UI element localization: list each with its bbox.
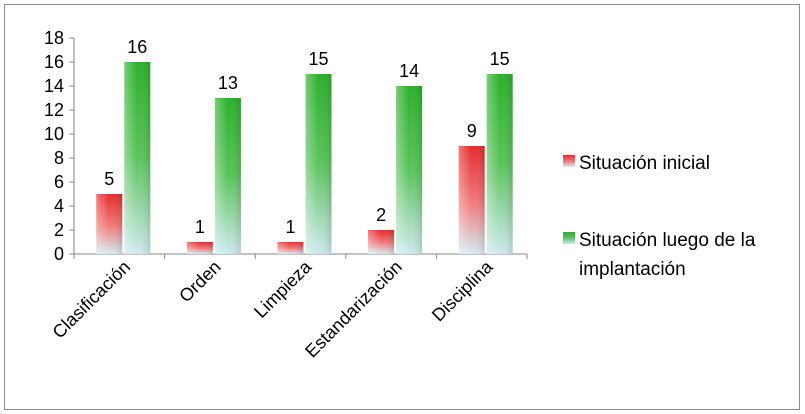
- y-tick-label: 8: [54, 148, 64, 168]
- y-tick-label: 2: [54, 220, 64, 240]
- data-label-series-1-0: 16: [127, 37, 147, 57]
- bar-shade-series-1-0: [124, 62, 151, 254]
- data-label-series-0-1: 1: [195, 217, 205, 237]
- data-label-series-1-2: 15: [308, 49, 328, 69]
- y-tick-label: 12: [44, 100, 64, 120]
- category-label-4: Disciplina: [428, 256, 497, 325]
- bar-shade-series-1-2: [305, 74, 332, 254]
- y-tick-label: 18: [44, 28, 64, 48]
- legend-swatch-series-1: [563, 232, 575, 244]
- data-label-series-1-1: 13: [218, 73, 238, 93]
- y-tick-label: 4: [54, 196, 64, 216]
- bars: [96, 62, 513, 254]
- data-label-series-0-0: 5: [104, 169, 114, 189]
- category-labels: Clasificación Orden LimpiezaEstandarizació…: [49, 256, 498, 361]
- y-tick-label: 14: [44, 76, 64, 96]
- data-label-series-0-4: 9: [467, 121, 477, 141]
- data-labels: 5 16 1 13 1 15 2 14 9 15: [104, 37, 509, 237]
- bar-shade-series-0-0: [96, 194, 123, 254]
- legend-label-series-1-line2: implantación: [579, 259, 686, 280]
- category-label-3: Estandarización: [301, 257, 406, 362]
- legend-label-series-0: Situación inicial: [579, 153, 710, 174]
- bar-shade-series-0-4: [458, 146, 485, 254]
- category-label-1: Orden: [175, 257, 225, 307]
- bar-shade-series-0-3: [368, 230, 395, 254]
- category-label-2: Limpieza: [250, 256, 316, 322]
- bar-shade-series-0-1: [186, 242, 213, 254]
- bar-shade-series-0-2: [277, 242, 304, 254]
- bar-shade-series-1-4: [486, 74, 513, 254]
- legend-swatch-series-0: [563, 155, 575, 167]
- data-label-series-0-2: 1: [285, 217, 295, 237]
- bar-shade-series-1-1: [214, 98, 241, 254]
- category-label-0: Clasificación: [49, 257, 135, 343]
- data-label-series-1-4: 15: [490, 49, 510, 69]
- bar-shade-series-1-3: [396, 86, 423, 254]
- data-label-series-1-3: 14: [399, 61, 419, 81]
- y-tick-label: 16: [44, 52, 64, 72]
- y-tick-label: 6: [54, 172, 64, 192]
- legend: Situación inicial Situación luego de la …: [563, 153, 756, 280]
- y-tick-label: 10: [44, 124, 64, 144]
- data-label-series-0-3: 2: [376, 205, 386, 225]
- y-tick-label: 0: [54, 244, 64, 264]
- legend-label-series-1-line1: Situación luego de la: [579, 230, 756, 251]
